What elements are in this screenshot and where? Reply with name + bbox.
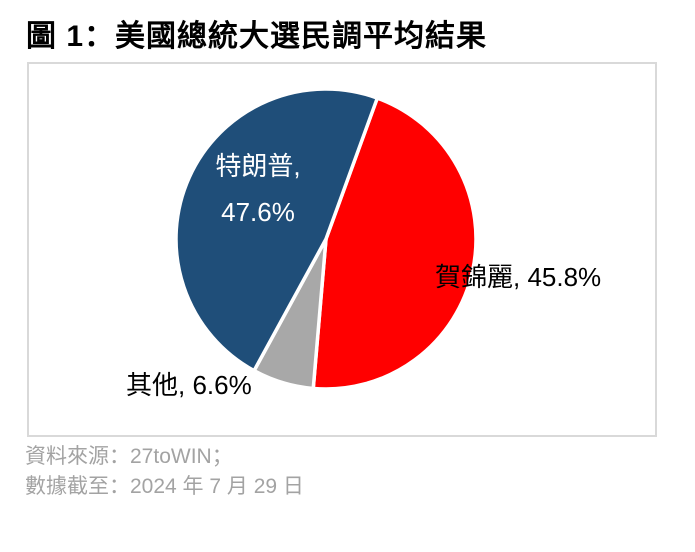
pie-slice-0 — [311, 96, 478, 391]
chart-area: 特朗普, 47.6% 賀錦麗, 45.8% 其他, 6.6% — [27, 62, 657, 437]
footer-cutoff-line: 數據截至：2024 年 7 月 29 日 — [25, 475, 304, 498]
pie-slice-2 — [174, 87, 380, 373]
page-title: 圖 1：美國總統大選民調平均結果 — [26, 20, 488, 53]
chart-footer: 資料來源：27toWIN； 數據截至：2024 年 7 月 29 日 — [25, 442, 304, 502]
footer-source-line: 資料來源：27toWIN； — [25, 445, 233, 468]
pie-chart — [174, 87, 478, 391]
